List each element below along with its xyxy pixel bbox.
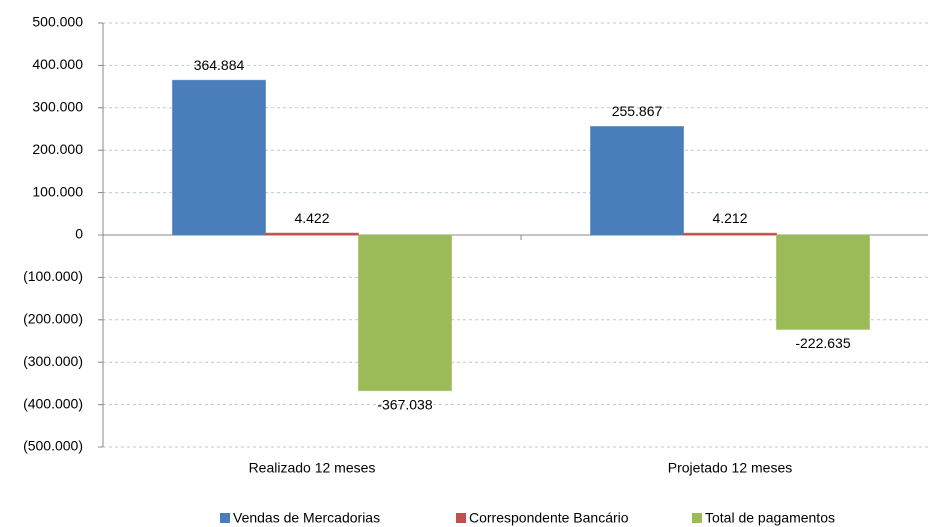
y-tick-label: (300.000) (23, 353, 83, 369)
legend-label: Vendas de Mercadorias (233, 510, 380, 526)
bar (172, 79, 266, 236)
y-tick-label: 300.000 (32, 99, 83, 115)
y-tick-label: 100.000 (32, 183, 83, 199)
bar (590, 126, 684, 236)
value-label: 4.212 (712, 210, 747, 226)
y-tick-label: 400.000 (32, 56, 83, 72)
value-label: -222.635 (795, 335, 850, 351)
legend-swatch (456, 513, 466, 523)
y-tick-label: 0 (75, 226, 83, 242)
bar (358, 234, 452, 392)
legend-swatch (692, 513, 702, 523)
bar (265, 232, 359, 236)
value-label: -367.038 (377, 396, 432, 412)
legend-label: Total de pagamentos (705, 510, 835, 526)
y-tick-label: (100.000) (23, 268, 83, 284)
legend-label: Correspondente Bancário (469, 510, 629, 526)
y-tick-label: (200.000) (23, 311, 83, 327)
bar (776, 234, 870, 330)
value-label: 255.867 (612, 103, 663, 119)
y-tick-label: (500.000) (23, 438, 83, 454)
bar (683, 232, 777, 236)
y-tick-label: 200.000 (32, 141, 83, 157)
y-tick-label: (400.000) (23, 395, 83, 411)
value-label: 4.422 (294, 210, 329, 226)
x-tick-label: Projetado 12 meses (668, 460, 793, 476)
y-tick-label: 500.000 (32, 14, 83, 30)
value-label: 364.884 (194, 57, 245, 73)
x-tick-label: Realizado 12 meses (249, 460, 376, 476)
legend-swatch (220, 513, 230, 523)
